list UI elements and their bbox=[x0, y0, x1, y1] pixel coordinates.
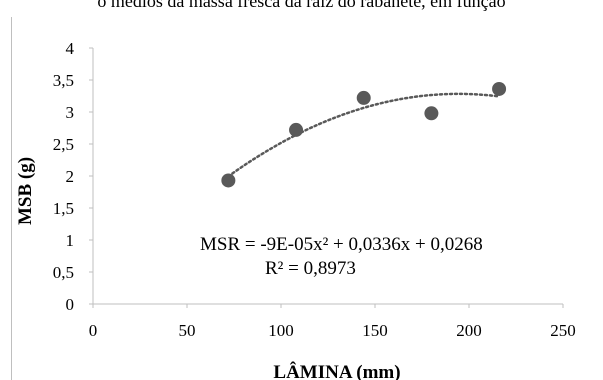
data-point bbox=[492, 81, 507, 96]
x-tick-label: 150 bbox=[362, 321, 388, 340]
trendline bbox=[227, 92, 501, 178]
data-points bbox=[221, 81, 507, 188]
x-tick-labels: 0 50 100 150 200 250 bbox=[89, 321, 576, 340]
x-tick-label: 100 bbox=[268, 321, 294, 340]
y-tick-labels: 0 0,5 1 1,5 2 2,5 3 3,5 4 bbox=[53, 39, 75, 314]
x-tick-label: 50 bbox=[179, 321, 196, 340]
data-point bbox=[289, 122, 304, 137]
y-axis-title: MSB (g) bbox=[15, 157, 36, 225]
x-tick-label: 200 bbox=[456, 321, 482, 340]
data-point bbox=[356, 90, 371, 105]
x-tick-label: 250 bbox=[550, 321, 576, 340]
x-axis-title: LÂMINA (mm) bbox=[273, 361, 400, 380]
partial-caption-text: o médios da massa fresca da raiz do raba… bbox=[97, 0, 506, 11]
y-tick-label: 1 bbox=[66, 231, 75, 250]
y-tick-label: 3,5 bbox=[53, 71, 74, 90]
y-tick-label: 3 bbox=[66, 103, 75, 122]
trendline-equation: MSR = -9E-05x² + 0,0336x + 0,0268 bbox=[200, 234, 483, 255]
y-tick-label: 2,5 bbox=[53, 135, 74, 154]
y-tick-label: 0 bbox=[66, 295, 75, 314]
y-tick-label: 1,5 bbox=[53, 199, 74, 218]
y-tick-label: 2 bbox=[66, 167, 75, 186]
x-tick-label: 0 bbox=[89, 321, 98, 340]
data-point bbox=[221, 173, 236, 188]
left-border-line bbox=[11, 17, 12, 380]
y-tick-label: 0,5 bbox=[53, 263, 74, 282]
y-tick-label: 4 bbox=[66, 39, 75, 58]
r-squared-label: R² = 0,8973 bbox=[265, 258, 356, 279]
axes bbox=[89, 47, 564, 308]
data-point bbox=[424, 106, 439, 121]
